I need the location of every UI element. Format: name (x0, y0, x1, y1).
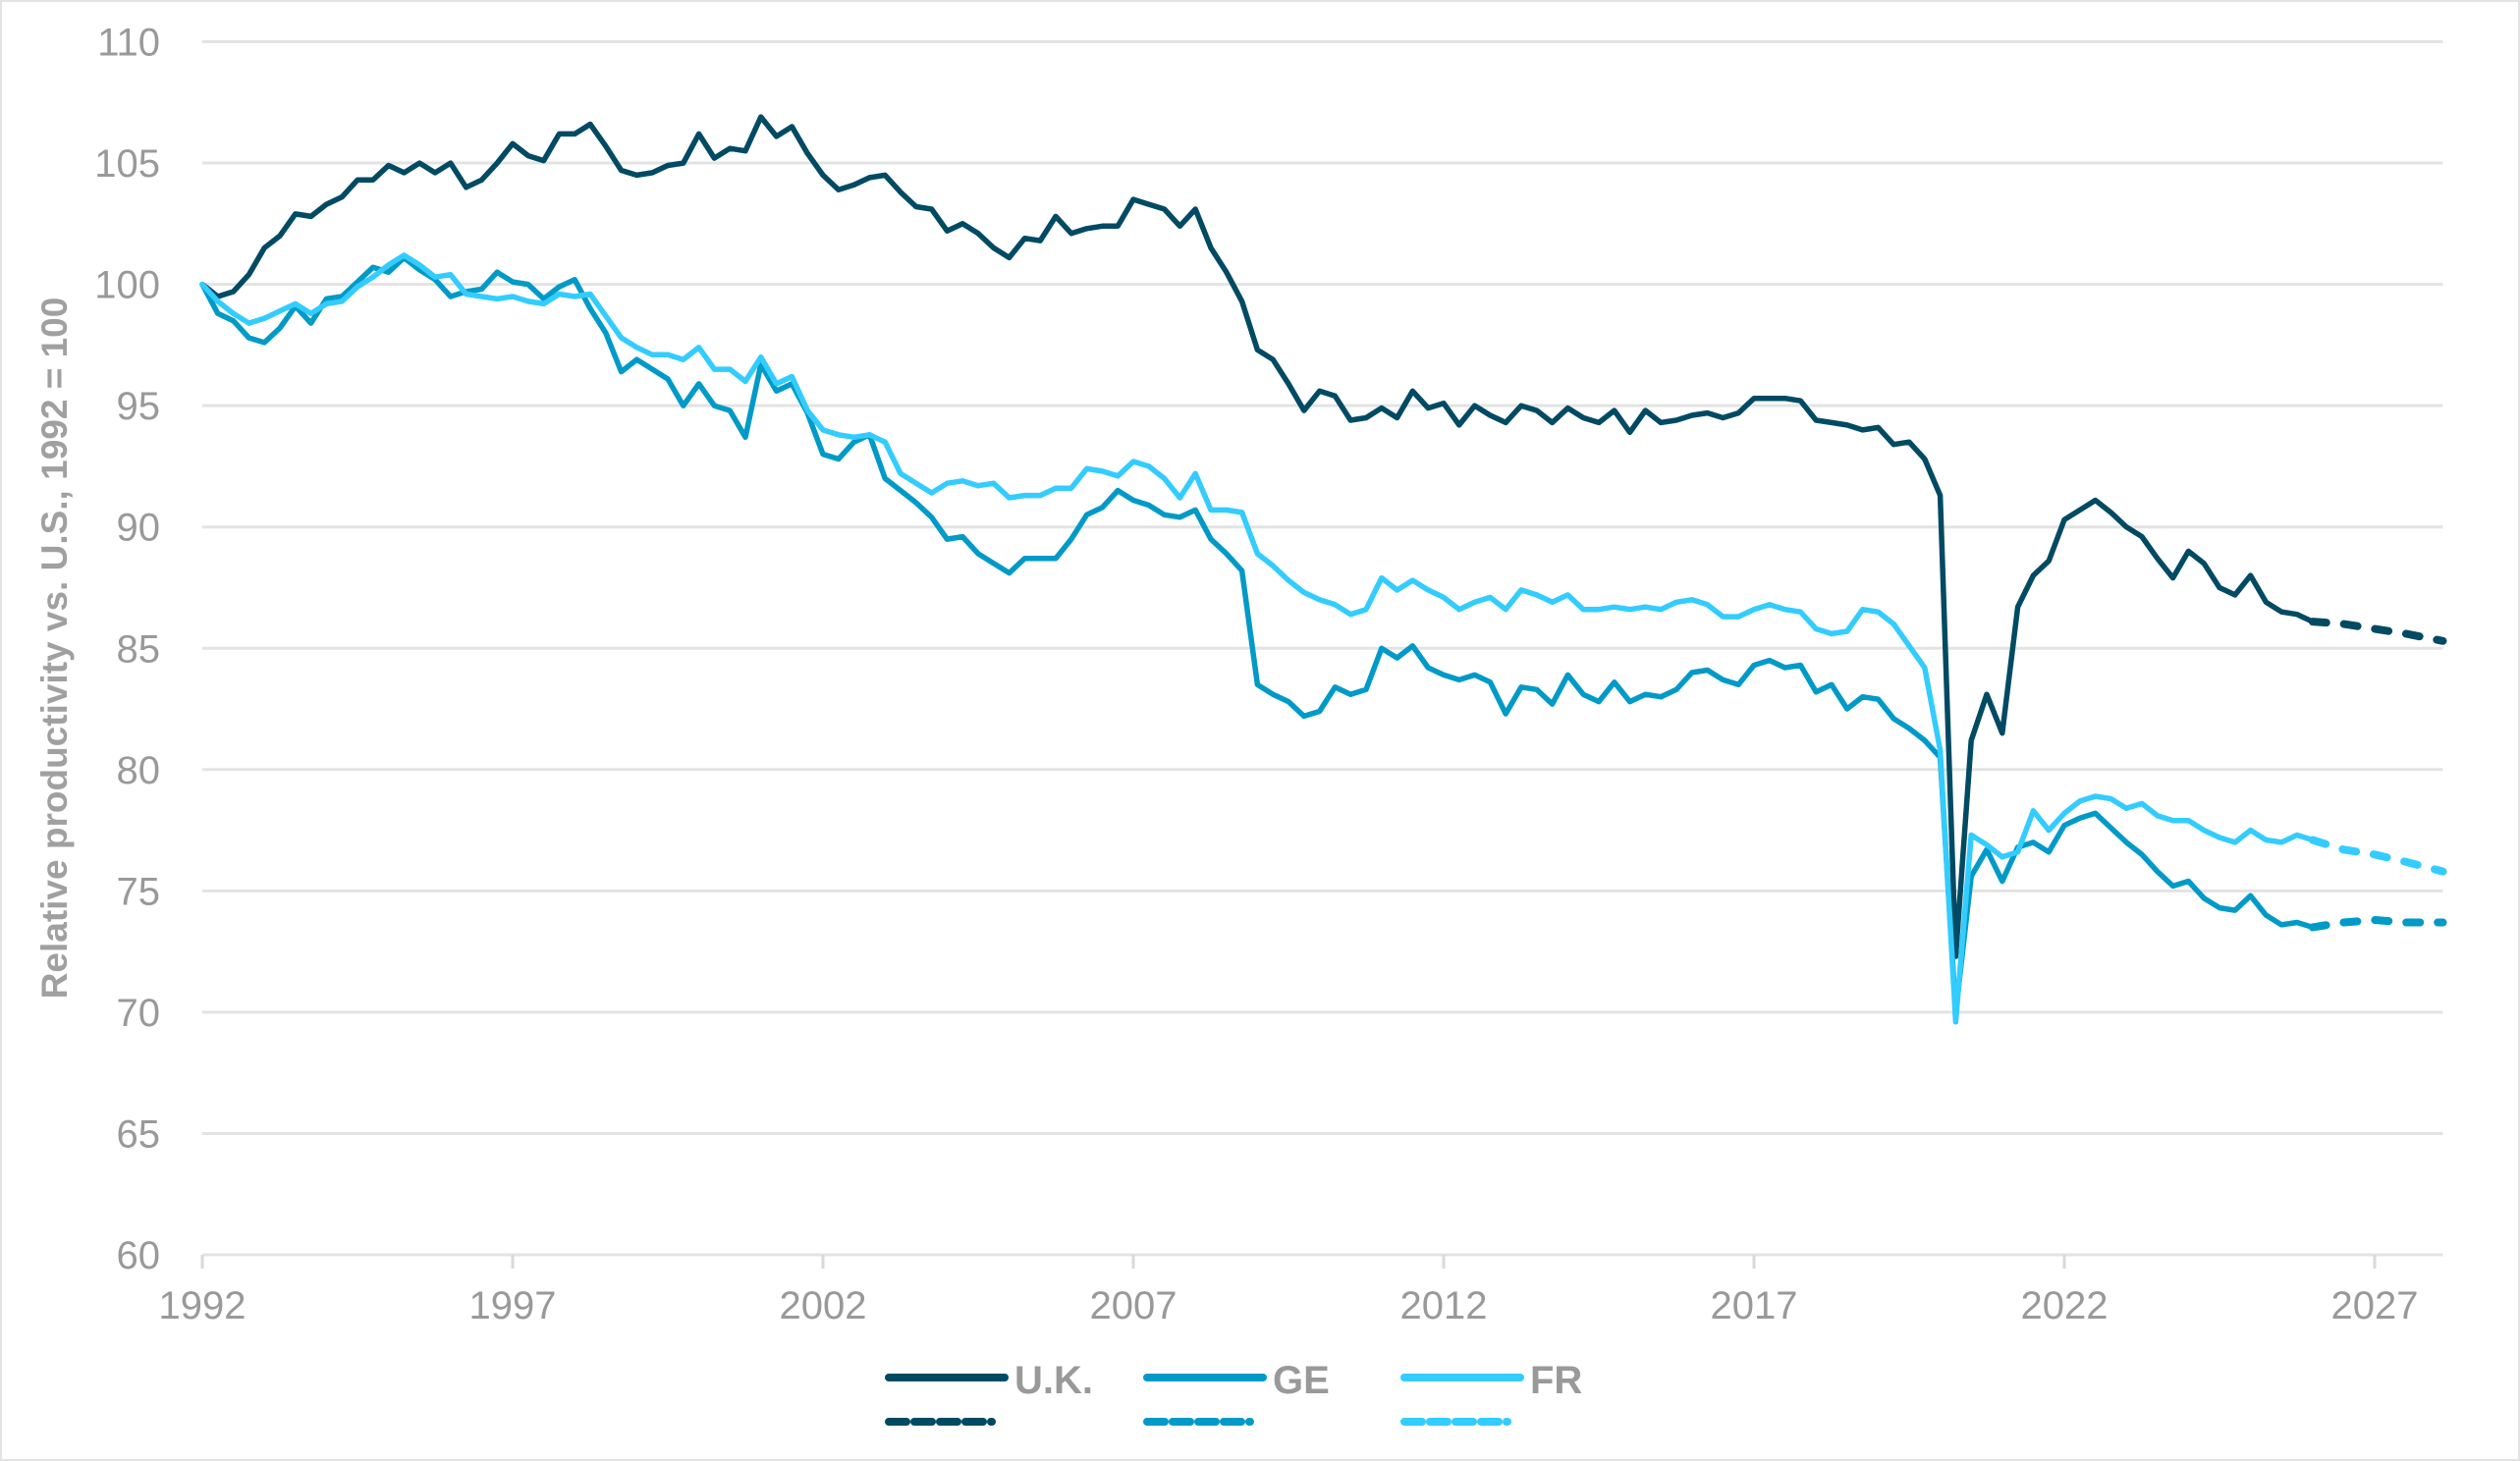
y-tick-label: 90 (117, 507, 161, 550)
x-tick-label: 2027 (2331, 1284, 2419, 1327)
series-line-ge (199, 254, 2316, 1015)
y-tick-label: 80 (117, 749, 161, 792)
x-tick-label: 2002 (780, 1284, 867, 1327)
x-tick-label: 1997 (469, 1284, 557, 1327)
x-tick-label: 2007 (1090, 1284, 1178, 1327)
y-tick-label: 75 (117, 870, 161, 913)
gridlines (202, 40, 2443, 1257)
x-tick-label: 2022 (2021, 1284, 2109, 1327)
x-tick-label: 2017 (1711, 1284, 1798, 1327)
y-axis-ticks: 60 65 70 75 80 85 90 95 100 105 110 (94, 22, 160, 1278)
series-lines (199, 114, 2447, 1025)
y-tick-label: 70 (117, 992, 161, 1035)
series-line-fr-forecast (2308, 836, 2447, 876)
series-line-u-k (199, 114, 2316, 959)
legend-label: FR (1530, 1359, 1582, 1402)
x-tick-label: 1992 (159, 1284, 247, 1327)
y-axis-title: Relative productivity vs. U.S., 1992 = 1… (34, 298, 75, 1000)
x-tick-label: 2012 (1400, 1284, 1488, 1327)
series-line-ge-forecast (2308, 916, 2447, 932)
y-tick-label: 95 (117, 385, 161, 428)
legend-label: GE (1273, 1359, 1330, 1402)
y-tick-label: 85 (117, 627, 161, 671)
y-tick-label: 60 (117, 1234, 161, 1277)
x-axis: 1992 1997 2002 2007 2012 2017 2022 2027 (159, 1255, 2419, 1327)
series-line-fr (199, 252, 2316, 1025)
y-tick-label: 100 (94, 264, 160, 307)
y-tick-label: 110 (97, 22, 160, 65)
y-tick-label: 65 (117, 1112, 161, 1156)
series-line-u-k-forecast (2308, 618, 2447, 645)
legend-label: U.K. (1014, 1359, 1093, 1402)
y-tick-label: 105 (94, 142, 160, 186)
legend: U.K. GE FR (885, 1359, 1582, 1426)
